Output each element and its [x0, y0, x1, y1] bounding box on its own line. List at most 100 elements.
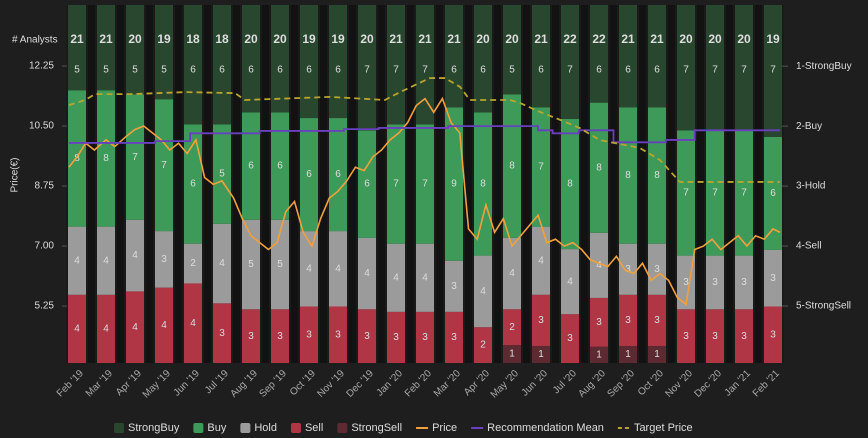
bar-segment [532, 294, 550, 346]
bar-segment [300, 231, 318, 307]
bar-segment [706, 309, 724, 363]
bar-segment [445, 311, 463, 363]
segment-label: 3 [306, 329, 312, 340]
segment-label: 3 [654, 264, 660, 275]
segment-label: 6 [219, 65, 225, 76]
analyst-count: 21 [418, 32, 432, 46]
segment-label: 6 [306, 169, 312, 180]
segment-label: 3 [451, 281, 457, 292]
bar-segment [503, 237, 521, 310]
segment-label: 5 [277, 259, 283, 270]
segment-label: 8 [74, 153, 80, 164]
bar-segment [619, 345, 637, 363]
bar-segment [445, 107, 463, 261]
legend-label: StrongSell [351, 422, 402, 434]
segment-label: 2 [509, 322, 515, 333]
analyst-count: 21 [447, 32, 461, 46]
y2-tick-label: 3-Hold [796, 181, 825, 192]
segment-label: 3 [625, 315, 631, 326]
segment-label: 3 [770, 273, 776, 284]
legend-swatch [193, 423, 204, 433]
segment-label: 8 [103, 153, 109, 164]
segment-label: 7 [538, 162, 544, 173]
segment-label: 4 [393, 272, 399, 283]
segment-label: 3 [538, 315, 544, 326]
legend-label: Target Price [634, 422, 693, 434]
bar-segment [503, 309, 521, 346]
bar-segment [126, 94, 144, 220]
segment-label: 4 [132, 322, 138, 333]
bar-segment [213, 124, 231, 224]
analyst-count: 20 [737, 32, 751, 46]
bar-segment [735, 130, 753, 256]
segment-label: 6 [306, 65, 312, 76]
bar-segment [300, 306, 318, 363]
bar-segment [242, 309, 260, 363]
analyst-count: 21 [534, 32, 548, 46]
bar-segment [503, 5, 521, 95]
segment-label: 9 [451, 179, 457, 190]
bar-segment [590, 5, 608, 103]
bar-segment [561, 314, 579, 363]
segment-label: 1 [538, 349, 544, 360]
bar-segment [387, 124, 405, 244]
legend-label: Sell [305, 422, 323, 434]
analyst-count: 20 [708, 32, 722, 46]
segment-label: 4 [132, 250, 138, 261]
y-tick-label: 8.75 [35, 181, 55, 192]
segment-label: 4 [596, 260, 602, 271]
bar-segment [619, 107, 637, 244]
segment-label: 8 [654, 170, 660, 181]
analyst-count: 20 [360, 32, 374, 46]
segment-label: 6 [277, 65, 283, 76]
bar-segment [184, 283, 202, 363]
analyst-count: 21 [650, 32, 664, 46]
segment-label: 3 [567, 333, 573, 344]
bar-segment [358, 309, 376, 363]
bar-segment [735, 255, 753, 310]
analyst-count: 21 [389, 32, 403, 46]
bar-segment [68, 226, 86, 295]
bar-segment [329, 118, 347, 232]
analyst-count: 21 [99, 32, 113, 46]
segment-label: 5 [509, 65, 515, 76]
analyst-count: 18 [215, 32, 229, 46]
segment-label: 1 [596, 350, 602, 361]
bar-segment [271, 309, 289, 363]
segment-label: 3 [335, 329, 341, 340]
segment-label: 3 [654, 315, 660, 326]
bar-segment [155, 5, 173, 100]
y2-tick-label: 1-StrongBuy [796, 61, 852, 72]
segment-label: 1 [509, 349, 515, 360]
segment-label: 8 [480, 179, 486, 190]
segment-label: 4 [509, 268, 515, 279]
bar-segment [126, 5, 144, 95]
segment-label: 8 [596, 162, 602, 173]
bar-segment [561, 249, 579, 315]
segment-label: 5 [219, 169, 225, 180]
y-tick-label: 12.25 [29, 61, 54, 72]
bar-segment [213, 303, 231, 363]
bar-segment [329, 306, 347, 363]
analyst-count: 20 [273, 32, 287, 46]
bar-segment [474, 255, 492, 328]
bar-segment [97, 226, 115, 295]
series-line [68, 96, 781, 306]
y-tick-label: 5.25 [35, 301, 55, 312]
analyst-count: 20 [679, 32, 693, 46]
segment-label: 7 [712, 188, 718, 199]
analysts-label: # Analysts [12, 35, 58, 46]
legend-label: Buy [207, 422, 226, 434]
bar-segment [184, 124, 202, 244]
segment-label: 6 [248, 161, 254, 172]
bar-segment [648, 294, 666, 346]
segment-label: 6 [277, 161, 283, 172]
segment-label: 4 [161, 320, 167, 331]
bar-segment [445, 5, 463, 108]
segment-label: 5 [132, 65, 138, 76]
bar-segment [387, 311, 405, 363]
bar-segment [474, 112, 492, 256]
legend-label: Price [432, 422, 457, 434]
bar-segment [329, 231, 347, 307]
analyst-count: 19 [766, 32, 780, 46]
